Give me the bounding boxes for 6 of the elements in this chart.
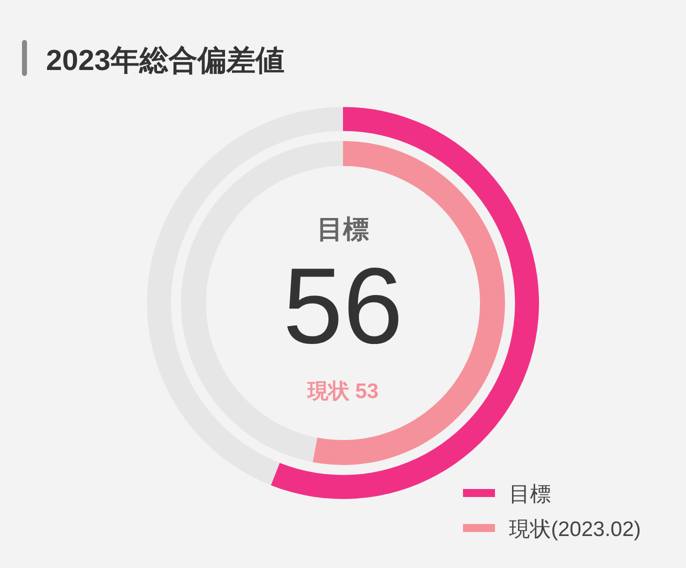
chart-title: 2023年総合偏差値 bbox=[46, 45, 285, 77]
text: 目標 bbox=[317, 214, 369, 244]
text: 56 bbox=[282, 245, 404, 366]
text: 現状 53 bbox=[306, 380, 379, 403]
legend-label: 現状(2023.02) bbox=[509, 518, 641, 541]
legend-label: 目標 bbox=[509, 483, 551, 506]
